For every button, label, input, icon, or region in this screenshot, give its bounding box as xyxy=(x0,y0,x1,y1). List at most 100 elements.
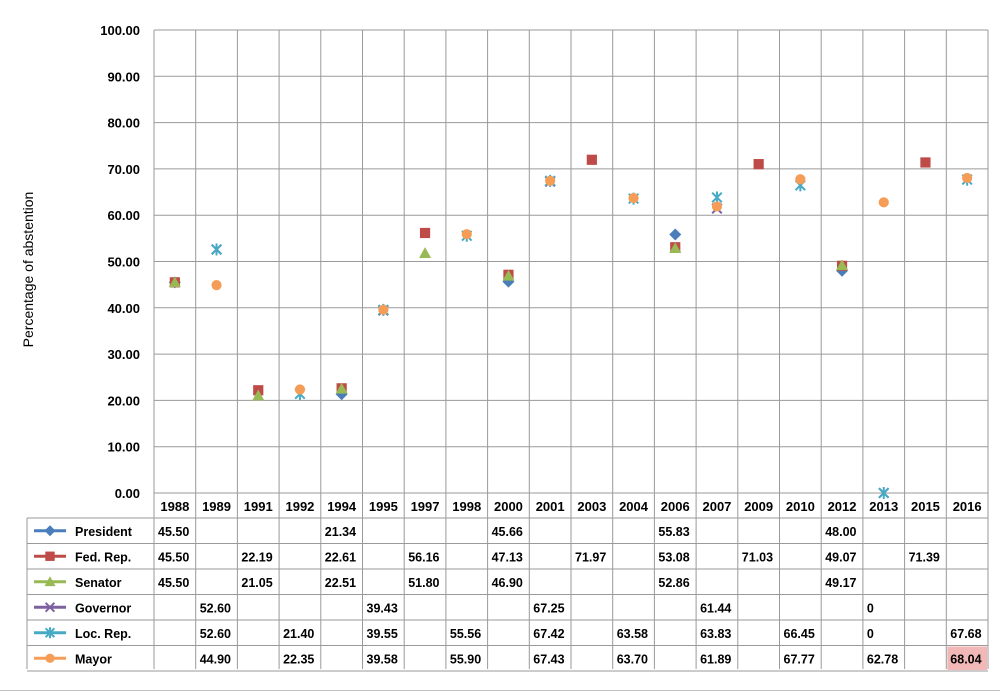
data-label: 67.68 xyxy=(950,627,981,641)
bottom-divider xyxy=(0,690,1000,691)
x-tick-label: 2012 xyxy=(828,499,857,514)
x-tick-label: 2010 xyxy=(786,499,815,514)
data-label: 22.35 xyxy=(283,652,314,666)
x-tick-label: 2009 xyxy=(744,499,773,514)
data-point xyxy=(419,247,432,258)
x-tick-label: 2016 xyxy=(953,499,982,514)
data-label: 47.13 xyxy=(492,550,523,564)
x-tick-label: 1998 xyxy=(452,499,481,514)
data-point xyxy=(461,229,472,240)
data-point xyxy=(711,201,723,212)
x-tick-label: 1995 xyxy=(369,499,398,514)
y-tick-label: 70.00 xyxy=(107,162,140,177)
data-label: 55.90 xyxy=(450,652,481,666)
data-point xyxy=(502,269,515,281)
data-label: 45.50 xyxy=(158,525,189,539)
data-label: 21.05 xyxy=(241,576,272,590)
data-label: 49.07 xyxy=(825,550,856,564)
data-label: 71.03 xyxy=(742,550,773,564)
highlighted-cell xyxy=(947,646,987,670)
data-label: 39.43 xyxy=(367,601,398,615)
legend-marker xyxy=(44,627,56,639)
legend-marker xyxy=(44,576,56,587)
data-label: 39.55 xyxy=(367,627,398,641)
data-point xyxy=(586,154,597,165)
data-label: 45.50 xyxy=(158,550,189,564)
y-tick-label: 20.00 xyxy=(107,393,140,408)
data-label: 52.86 xyxy=(658,576,689,590)
y-axis-label: Percentage of abstention xyxy=(20,192,36,348)
x-tick-label: 2013 xyxy=(869,499,898,514)
data-label: 63.70 xyxy=(617,652,648,666)
x-tick-label: 2004 xyxy=(619,499,649,514)
data-label: 48.00 xyxy=(825,525,856,539)
data-label: 55.56 xyxy=(450,627,481,641)
data-label: 39.58 xyxy=(367,652,398,666)
data-label: 61.44 xyxy=(700,601,731,615)
data-label: 67.43 xyxy=(533,652,564,666)
data-point xyxy=(211,243,223,256)
data-point xyxy=(795,174,806,185)
x-tick-label: 2001 xyxy=(536,499,565,514)
y-tick-label: 0.00 xyxy=(115,486,140,501)
data-point xyxy=(419,227,431,239)
data-point xyxy=(252,389,265,401)
data-point xyxy=(628,192,639,204)
data-label: 67.77 xyxy=(784,652,815,666)
data-point xyxy=(378,304,389,315)
data-point xyxy=(211,280,222,291)
data-label: 22.51 xyxy=(325,576,356,590)
legend-marker xyxy=(44,602,56,613)
data-label: 55.83 xyxy=(658,525,689,539)
data-label: 63.58 xyxy=(617,627,648,641)
data-label: 22.19 xyxy=(241,550,272,564)
data-label: 49.17 xyxy=(825,576,856,590)
legend-label: Loc. Rep. xyxy=(75,627,131,641)
data-label: 52.60 xyxy=(200,627,231,641)
y-tick-label: 50.00 xyxy=(107,255,140,270)
data-label: 62.78 xyxy=(867,652,898,666)
x-tick-label: 2003 xyxy=(577,499,606,514)
data-label: 61.89 xyxy=(700,652,731,666)
data-point xyxy=(335,382,348,394)
data-label: 71.39 xyxy=(909,550,940,564)
x-tick-label: 1994 xyxy=(327,499,357,514)
data-label: 71.97 xyxy=(575,550,606,564)
legend-marker xyxy=(44,525,56,537)
data-label: 52.60 xyxy=(200,601,231,615)
data-point xyxy=(920,157,931,168)
legend-label: Mayor xyxy=(75,652,112,666)
legend-label: Senator xyxy=(75,576,122,590)
data-label: 63.83 xyxy=(700,627,731,641)
data-point xyxy=(669,228,682,241)
data-point xyxy=(753,159,764,170)
x-tick-label: 2000 xyxy=(494,499,523,514)
data-label: 66.45 xyxy=(784,627,815,641)
data-label: 68.04 xyxy=(950,652,981,666)
data-point xyxy=(168,276,181,288)
legend-label: Fed. Rep. xyxy=(75,550,131,564)
data-label: 22.61 xyxy=(325,550,356,564)
data-point xyxy=(836,259,849,271)
data-point xyxy=(294,384,306,395)
data-label: 0 xyxy=(867,601,874,615)
data-label: 67.42 xyxy=(533,627,564,641)
data-label: 0 xyxy=(867,627,874,641)
x-tick-label: 1992 xyxy=(285,499,314,514)
data-label: 46.90 xyxy=(492,576,523,590)
legend-marker xyxy=(45,653,55,663)
data-label: 67.25 xyxy=(533,601,564,615)
data-point xyxy=(878,487,890,499)
y-tick-label: 30.00 xyxy=(107,347,140,362)
data-point xyxy=(545,175,556,186)
legend-marker xyxy=(45,551,55,561)
x-tick-label: 1997 xyxy=(411,499,440,514)
x-tick-label: 1991 xyxy=(244,499,273,514)
data-label: 45.66 xyxy=(492,525,523,539)
x-tick-label: 1989 xyxy=(202,499,231,514)
data-point xyxy=(878,197,889,208)
data-label: 44.90 xyxy=(200,652,231,666)
data-label: 45.50 xyxy=(158,576,189,590)
x-tick-label: 2006 xyxy=(661,499,690,514)
